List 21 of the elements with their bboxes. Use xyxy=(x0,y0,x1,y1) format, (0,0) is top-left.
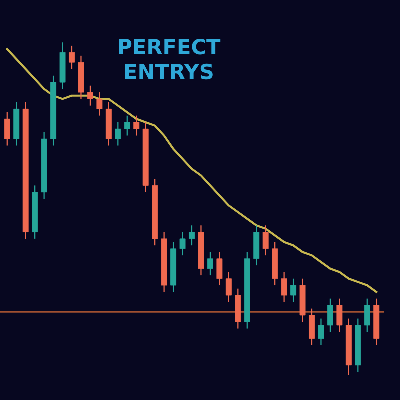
candlestick xyxy=(262,225,269,256)
candlestick xyxy=(4,112,10,146)
candlestick xyxy=(115,122,122,146)
candlestick xyxy=(96,92,103,116)
candlestick xyxy=(336,298,343,333)
candlestick xyxy=(124,115,130,136)
candlestick xyxy=(87,85,94,106)
candlestick xyxy=(69,45,75,70)
candlestick xyxy=(180,232,186,256)
candlestick xyxy=(290,278,297,303)
candlestick xyxy=(207,252,214,276)
candlestick xyxy=(281,272,288,303)
annotation: PERFECT ENTRYS xyxy=(119,38,221,80)
candlestick xyxy=(226,272,232,303)
candlestick xyxy=(364,298,370,333)
candlestick xyxy=(309,308,315,346)
candlestick xyxy=(134,115,140,136)
candlestick xyxy=(189,225,195,246)
candlestick xyxy=(318,318,324,346)
candlestick xyxy=(327,298,334,333)
candlestick xyxy=(216,252,223,286)
